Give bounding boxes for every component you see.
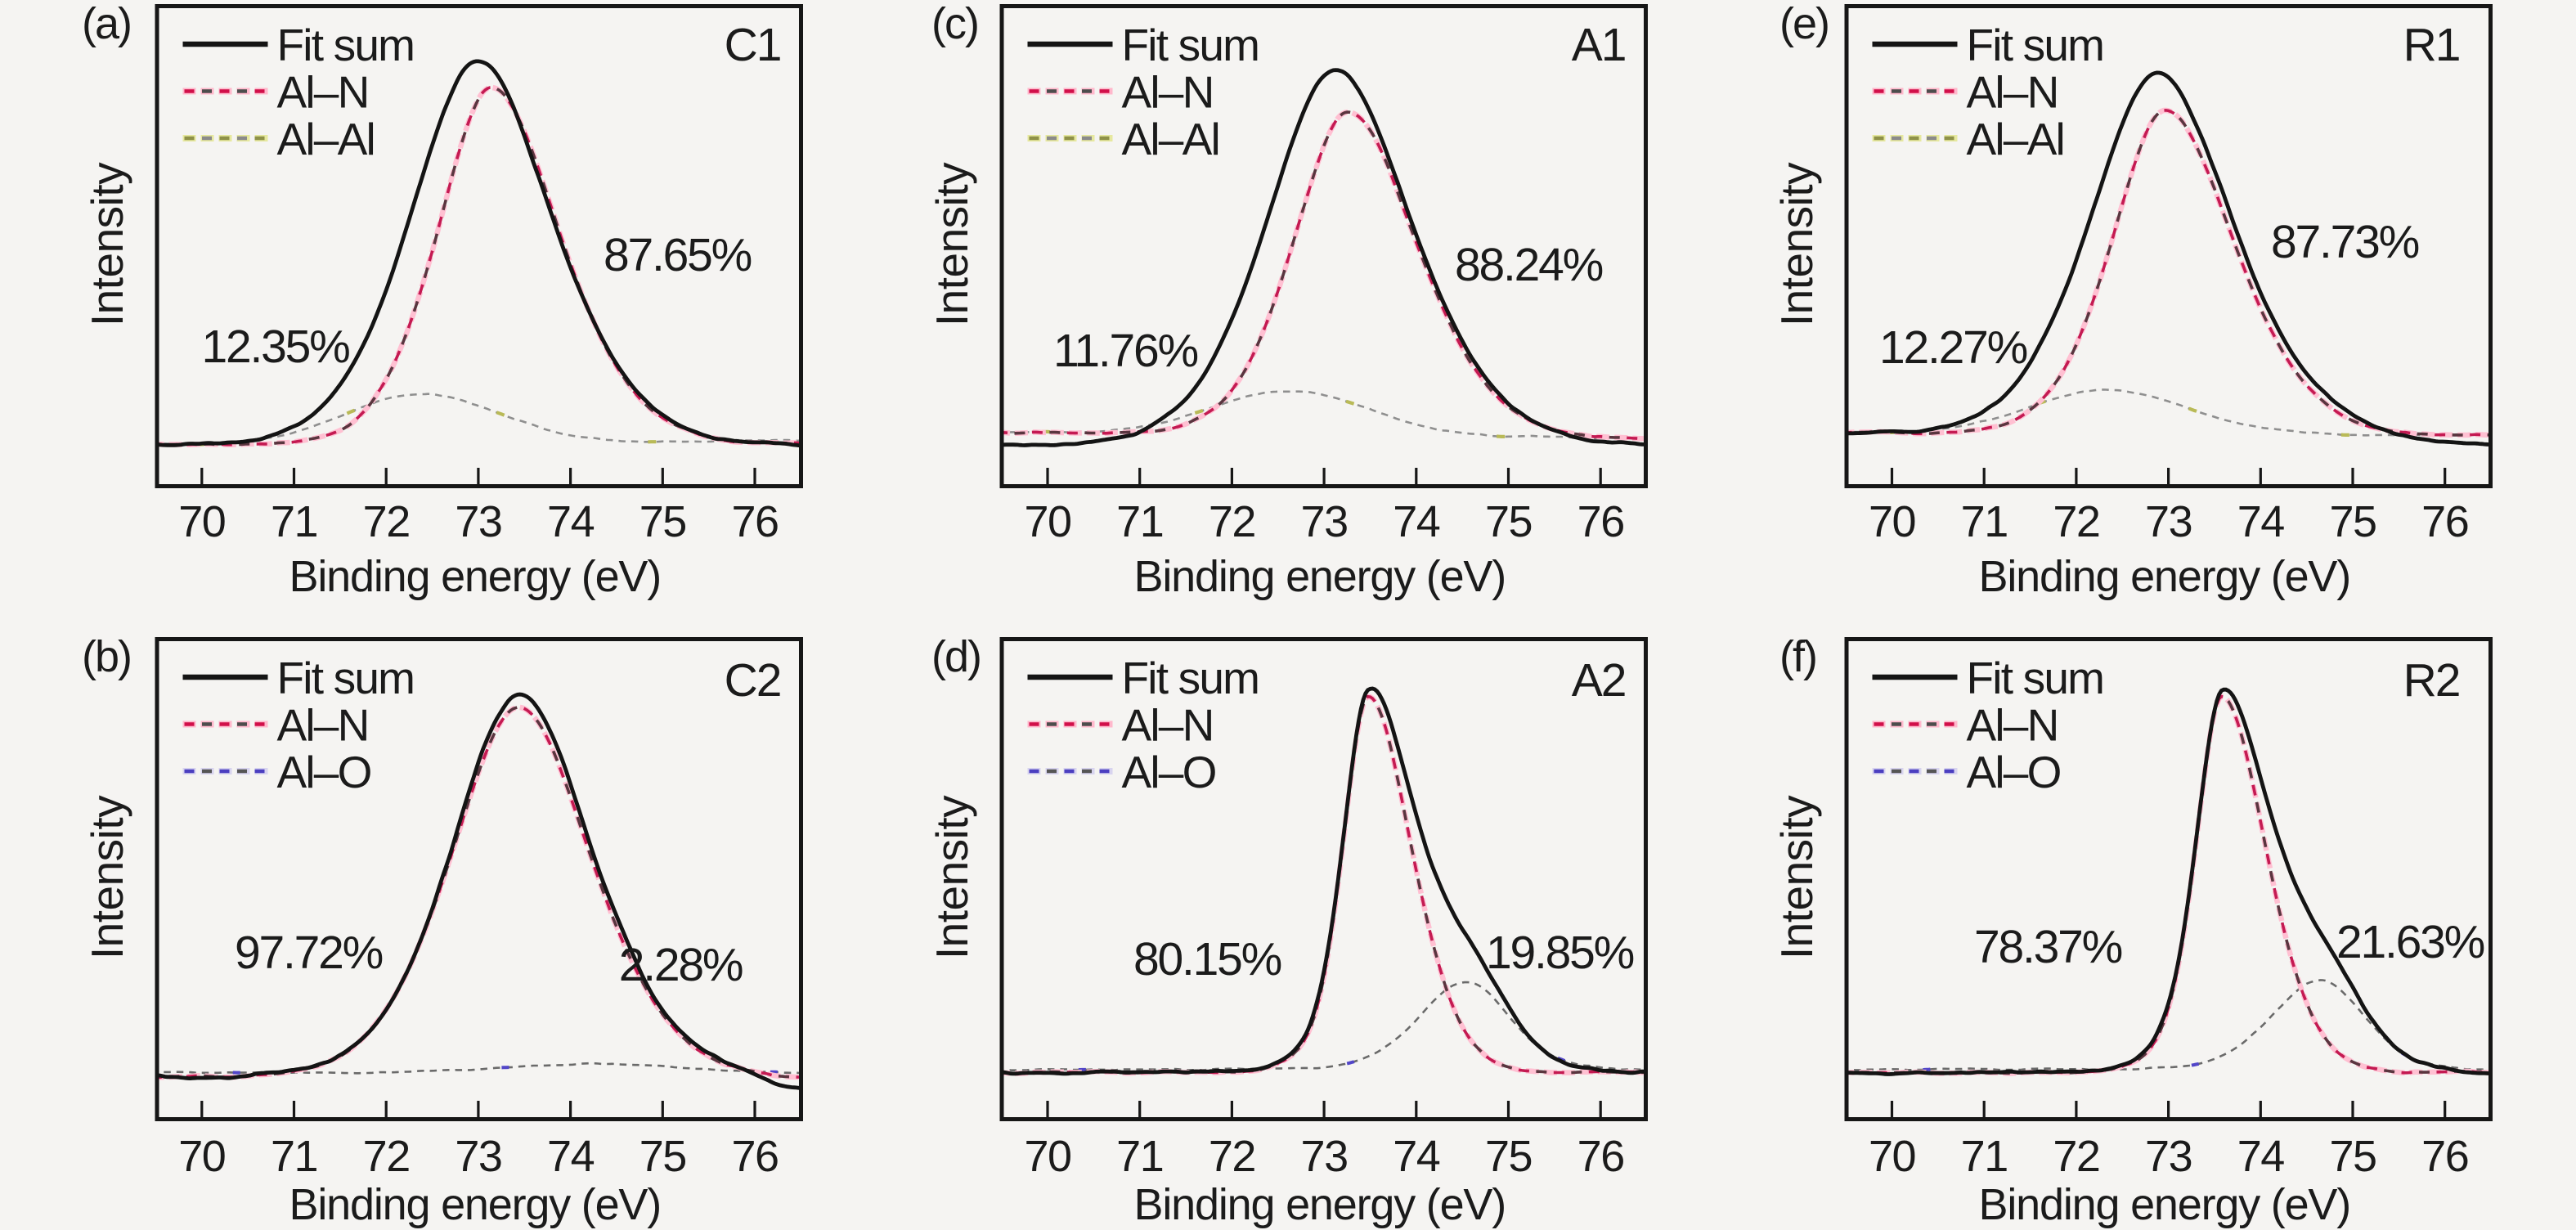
svg-text:(c): (c): [931, 0, 978, 48]
svg-text:Al–O: Al–O: [1122, 747, 1216, 797]
svg-text:12.35%: 12.35%: [201, 321, 349, 373]
svg-text:75: 75: [1485, 497, 1532, 546]
svg-text:71: 71: [1961, 497, 2008, 546]
svg-text:74: 74: [2237, 1132, 2285, 1181]
svg-text:Intensity: Intensity: [927, 162, 977, 326]
svg-text:Al–N: Al–N: [1967, 67, 2058, 118]
svg-text:70: 70: [178, 1132, 225, 1181]
svg-text:(b): (b): [82, 632, 131, 681]
svg-text:(d): (d): [931, 632, 981, 681]
svg-text:73: 73: [1301, 497, 1348, 546]
svg-text:73: 73: [2145, 497, 2192, 546]
svg-text:87.65%: 87.65%: [604, 229, 752, 281]
svg-text:76: 76: [731, 1132, 778, 1181]
svg-text:Al–N: Al–N: [277, 67, 369, 118]
svg-text:21.63%: 21.63%: [2336, 916, 2484, 968]
svg-text:Al–Al: Al–Al: [1122, 114, 1219, 164]
svg-text:Al–N: Al–N: [1967, 700, 2058, 751]
svg-text:A2: A2: [1572, 654, 1626, 707]
svg-text:70: 70: [178, 497, 225, 546]
svg-text:Intensity: Intensity: [82, 795, 132, 959]
svg-text:87.73%: 87.73%: [2271, 216, 2419, 268]
svg-text:73: 73: [1301, 1132, 1348, 1181]
svg-text:Al–N: Al–N: [1122, 700, 1214, 751]
svg-text:Binding energy (eV): Binding energy (eV): [289, 552, 661, 601]
svg-text:72: 72: [363, 497, 410, 546]
svg-text:Binding energy (eV): Binding energy (eV): [1134, 1180, 1506, 1229]
svg-text:12.27%: 12.27%: [1879, 321, 2027, 374]
svg-text:74: 74: [547, 1132, 595, 1181]
svg-text:70: 70: [1024, 1132, 1070, 1181]
svg-text:Binding energy (eV): Binding energy (eV): [1134, 552, 1506, 601]
svg-text:72: 72: [1209, 497, 1255, 546]
svg-text:76: 76: [1577, 1132, 1624, 1181]
svg-text:72: 72: [2053, 497, 2099, 546]
svg-text:Binding energy (eV): Binding energy (eV): [1979, 552, 2350, 601]
svg-text:75: 75: [1485, 1132, 1532, 1181]
svg-text:2.28%: 2.28%: [619, 939, 743, 991]
svg-text:74: 74: [547, 497, 595, 546]
svg-text:Al–N: Al–N: [1122, 67, 1214, 118]
svg-text:72: 72: [363, 1132, 410, 1181]
svg-text:71: 71: [1961, 1132, 2008, 1181]
svg-text:Intensity: Intensity: [82, 162, 132, 326]
svg-text:76: 76: [2421, 497, 2468, 546]
svg-text:Al–Al: Al–Al: [1967, 114, 2064, 164]
svg-text:Fit sum: Fit sum: [1967, 20, 2104, 70]
svg-text:Al–N: Al–N: [277, 700, 369, 751]
svg-text:70: 70: [1024, 497, 1070, 546]
svg-text:73: 73: [455, 497, 501, 546]
svg-text:C1: C1: [725, 19, 781, 71]
svg-text:73: 73: [2145, 1132, 2192, 1181]
svg-text:76: 76: [2421, 1132, 2468, 1181]
svg-text:(a): (a): [82, 0, 131, 48]
svg-text:76: 76: [731, 497, 778, 546]
svg-text:C2: C2: [725, 654, 781, 707]
svg-text:Al–O: Al–O: [1967, 747, 2061, 797]
svg-text:71: 71: [271, 1132, 317, 1181]
svg-text:74: 74: [1393, 1132, 1440, 1181]
svg-text:70: 70: [1869, 497, 1915, 546]
svg-text:73: 73: [455, 1132, 501, 1181]
svg-text:Fit sum: Fit sum: [1122, 20, 1259, 70]
svg-text:(f): (f): [1779, 632, 1816, 681]
svg-text:72: 72: [1209, 1132, 1255, 1181]
svg-text:Intensity: Intensity: [1771, 795, 1822, 959]
svg-text:71: 71: [271, 497, 317, 546]
svg-text:A1: A1: [1572, 19, 1626, 71]
svg-text:R2: R2: [2403, 654, 2460, 707]
svg-text:80.15%: 80.15%: [1133, 933, 1281, 985]
svg-text:Fit sum: Fit sum: [277, 20, 415, 70]
svg-text:75: 75: [640, 1132, 686, 1181]
svg-text:72: 72: [2053, 1132, 2099, 1181]
svg-text:Binding energy (eV): Binding energy (eV): [289, 1180, 661, 1229]
svg-text:Fit sum: Fit sum: [1967, 653, 2104, 703]
svg-text:76: 76: [1577, 497, 1624, 546]
svg-text:19.85%: 19.85%: [1486, 927, 1634, 979]
svg-text:Fit sum: Fit sum: [1122, 653, 1259, 703]
svg-text:75: 75: [640, 497, 686, 546]
svg-text:71: 71: [1116, 497, 1163, 546]
svg-text:97.72%: 97.72%: [235, 927, 383, 979]
svg-text:75: 75: [2329, 497, 2376, 546]
svg-text:74: 74: [2237, 497, 2285, 546]
svg-text:(e): (e): [1779, 0, 1829, 48]
svg-text:Al–Al: Al–Al: [277, 114, 375, 164]
svg-text:Fit sum: Fit sum: [277, 653, 415, 703]
svg-text:74: 74: [1393, 497, 1440, 546]
svg-text:Binding energy (eV): Binding energy (eV): [1979, 1180, 2350, 1229]
svg-text:75: 75: [2329, 1132, 2376, 1181]
svg-text:11.76%: 11.76%: [1053, 325, 1197, 377]
svg-text:Intensity: Intensity: [927, 795, 977, 959]
svg-text:Intensity: Intensity: [1771, 162, 1822, 326]
svg-text:71: 71: [1116, 1132, 1163, 1181]
svg-text:70: 70: [1869, 1132, 1915, 1181]
svg-text:88.24%: 88.24%: [1455, 239, 1603, 291]
svg-text:R1: R1: [2403, 19, 2460, 71]
svg-text:Al–O: Al–O: [277, 747, 371, 797]
svg-text:78.37%: 78.37%: [1974, 921, 2122, 973]
